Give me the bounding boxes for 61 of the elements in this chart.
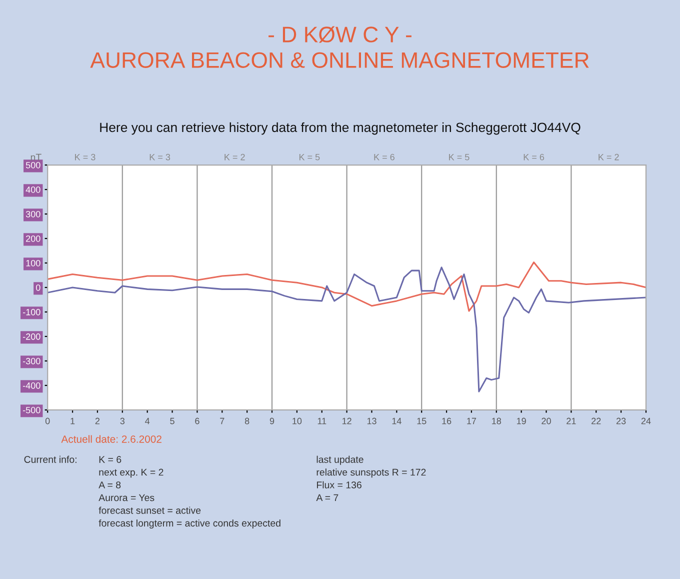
text: K = 3 — [150, 154, 170, 160]
x-tick-label: 1 — [70, 418, 75, 424]
chart-title: - D KØW C Y - AURORA BEACON & ONLINE MAGNETOMETER — [90, 26, 589, 68]
y-tick-label: 400 — [26, 186, 40, 193]
text: K = 6 — [374, 154, 394, 160]
text: Aurora = Yes — [98, 494, 154, 502]
x-tick-label: 14 — [392, 418, 402, 424]
text: A = 7 — [316, 494, 338, 502]
x-tick-label: 18 — [492, 418, 502, 424]
x-tick-label: 12 — [342, 418, 352, 424]
x-tick-label: 15 — [417, 418, 426, 424]
x-tick-label: 17 — [467, 418, 476, 424]
y-tick-label: -200 — [22, 333, 40, 340]
text: forecast sunset = active — [98, 506, 201, 514]
line-series — [48, 266, 646, 392]
text: Current info: — [24, 456, 76, 463]
x-tick-label: 4 — [145, 418, 150, 424]
y-tick-label: 200 — [26, 235, 40, 242]
x-tick-label: 19 — [517, 418, 526, 424]
x-tick-label: 10 — [292, 418, 302, 424]
text: A = 8 — [98, 482, 121, 488]
x-tick-label: 9 — [270, 418, 274, 424]
x-tick-label: 0 — [45, 418, 50, 424]
chart-subtitle: Here you can retrieve history data from the magnetometer in Scheggerott JO44VQ — [100, 122, 580, 135]
y-tick-label: -300 — [22, 358, 40, 364]
y-tick-label: -400 — [22, 382, 40, 389]
text: K = 5 — [299, 154, 320, 160]
text: K = 6 — [524, 154, 544, 160]
y-tick-label: 500 — [26, 162, 40, 168]
text: Flux = 136 — [317, 481, 362, 488]
x-tick-label: 13 — [367, 418, 376, 424]
x-tick-label: 7 — [220, 418, 224, 424]
text: forecast longterm = active conds expected — [98, 519, 280, 529]
text: K = 2 — [598, 154, 619, 160]
x-tick-label: 23 — [616, 418, 626, 424]
text: K = 6 — [99, 456, 122, 463]
x-tick-label: 11 — [318, 418, 326, 424]
text: next exp. K = 2 — [99, 468, 164, 478]
line-series — [48, 261, 646, 312]
text: relative sunspots R = 172 — [316, 468, 426, 478]
y-tick-label: 300 — [26, 210, 40, 218]
y-tick-label: -500 — [22, 406, 40, 414]
y-axis-title: nT — [30, 154, 42, 161]
x-tick-label: 2 — [95, 418, 100, 424]
x-tick-label: 6 — [195, 418, 200, 424]
text: K = 3 — [75, 154, 96, 160]
x-tick-label: 5 — [170, 418, 174, 424]
y-tick-label: -100 — [22, 308, 40, 316]
x-tick-label: 16 — [442, 418, 452, 424]
x-tick-label: 20 — [542, 418, 551, 424]
text: K = 2 — [224, 154, 245, 160]
x-tick-label: 21 — [566, 418, 576, 424]
x-tick-label: 24 — [641, 418, 651, 424]
x-tick-label: 8 — [244, 418, 250, 424]
text: Actuell date: 2.6.2002 — [61, 435, 162, 443]
x-tick-label: 22 — [592, 418, 601, 424]
y-tick-label: 100 — [26, 260, 40, 266]
text: last update — [316, 456, 364, 465]
x-tick-label: 3 — [120, 418, 125, 424]
y-tick-label: 0 — [36, 284, 40, 291]
text: K = 5 — [449, 154, 470, 160]
